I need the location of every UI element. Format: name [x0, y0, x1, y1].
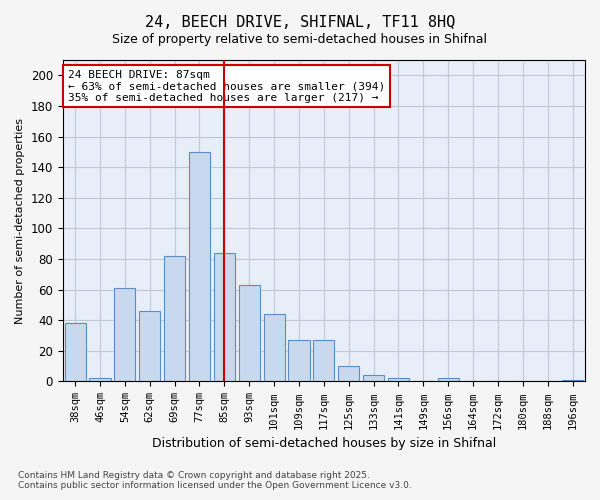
- Bar: [114, 288, 136, 382]
- Bar: [139, 311, 160, 382]
- Bar: [388, 378, 409, 382]
- Text: 24, BEECH DRIVE, SHIFNAL, TF11 8HQ: 24, BEECH DRIVE, SHIFNAL, TF11 8HQ: [145, 15, 455, 30]
- Bar: [65, 324, 86, 382]
- X-axis label: Distribution of semi-detached houses by size in Shifnal: Distribution of semi-detached houses by …: [152, 437, 496, 450]
- Bar: [189, 152, 210, 382]
- Bar: [562, 380, 583, 382]
- Bar: [214, 253, 235, 382]
- Bar: [289, 340, 310, 382]
- Bar: [263, 314, 284, 382]
- Bar: [338, 366, 359, 382]
- Bar: [313, 340, 334, 382]
- Bar: [363, 376, 384, 382]
- Bar: [437, 378, 459, 382]
- Y-axis label: Number of semi-detached properties: Number of semi-detached properties: [15, 118, 25, 324]
- Text: Size of property relative to semi-detached houses in Shifnal: Size of property relative to semi-detach…: [113, 32, 487, 46]
- Bar: [89, 378, 110, 382]
- Bar: [239, 285, 260, 382]
- Text: Contains HM Land Registry data © Crown copyright and database right 2025.
Contai: Contains HM Land Registry data © Crown c…: [18, 470, 412, 490]
- Bar: [164, 256, 185, 382]
- Text: 24 BEECH DRIVE: 87sqm
← 63% of semi-detached houses are smaller (394)
35% of sem: 24 BEECH DRIVE: 87sqm ← 63% of semi-deta…: [68, 70, 385, 103]
